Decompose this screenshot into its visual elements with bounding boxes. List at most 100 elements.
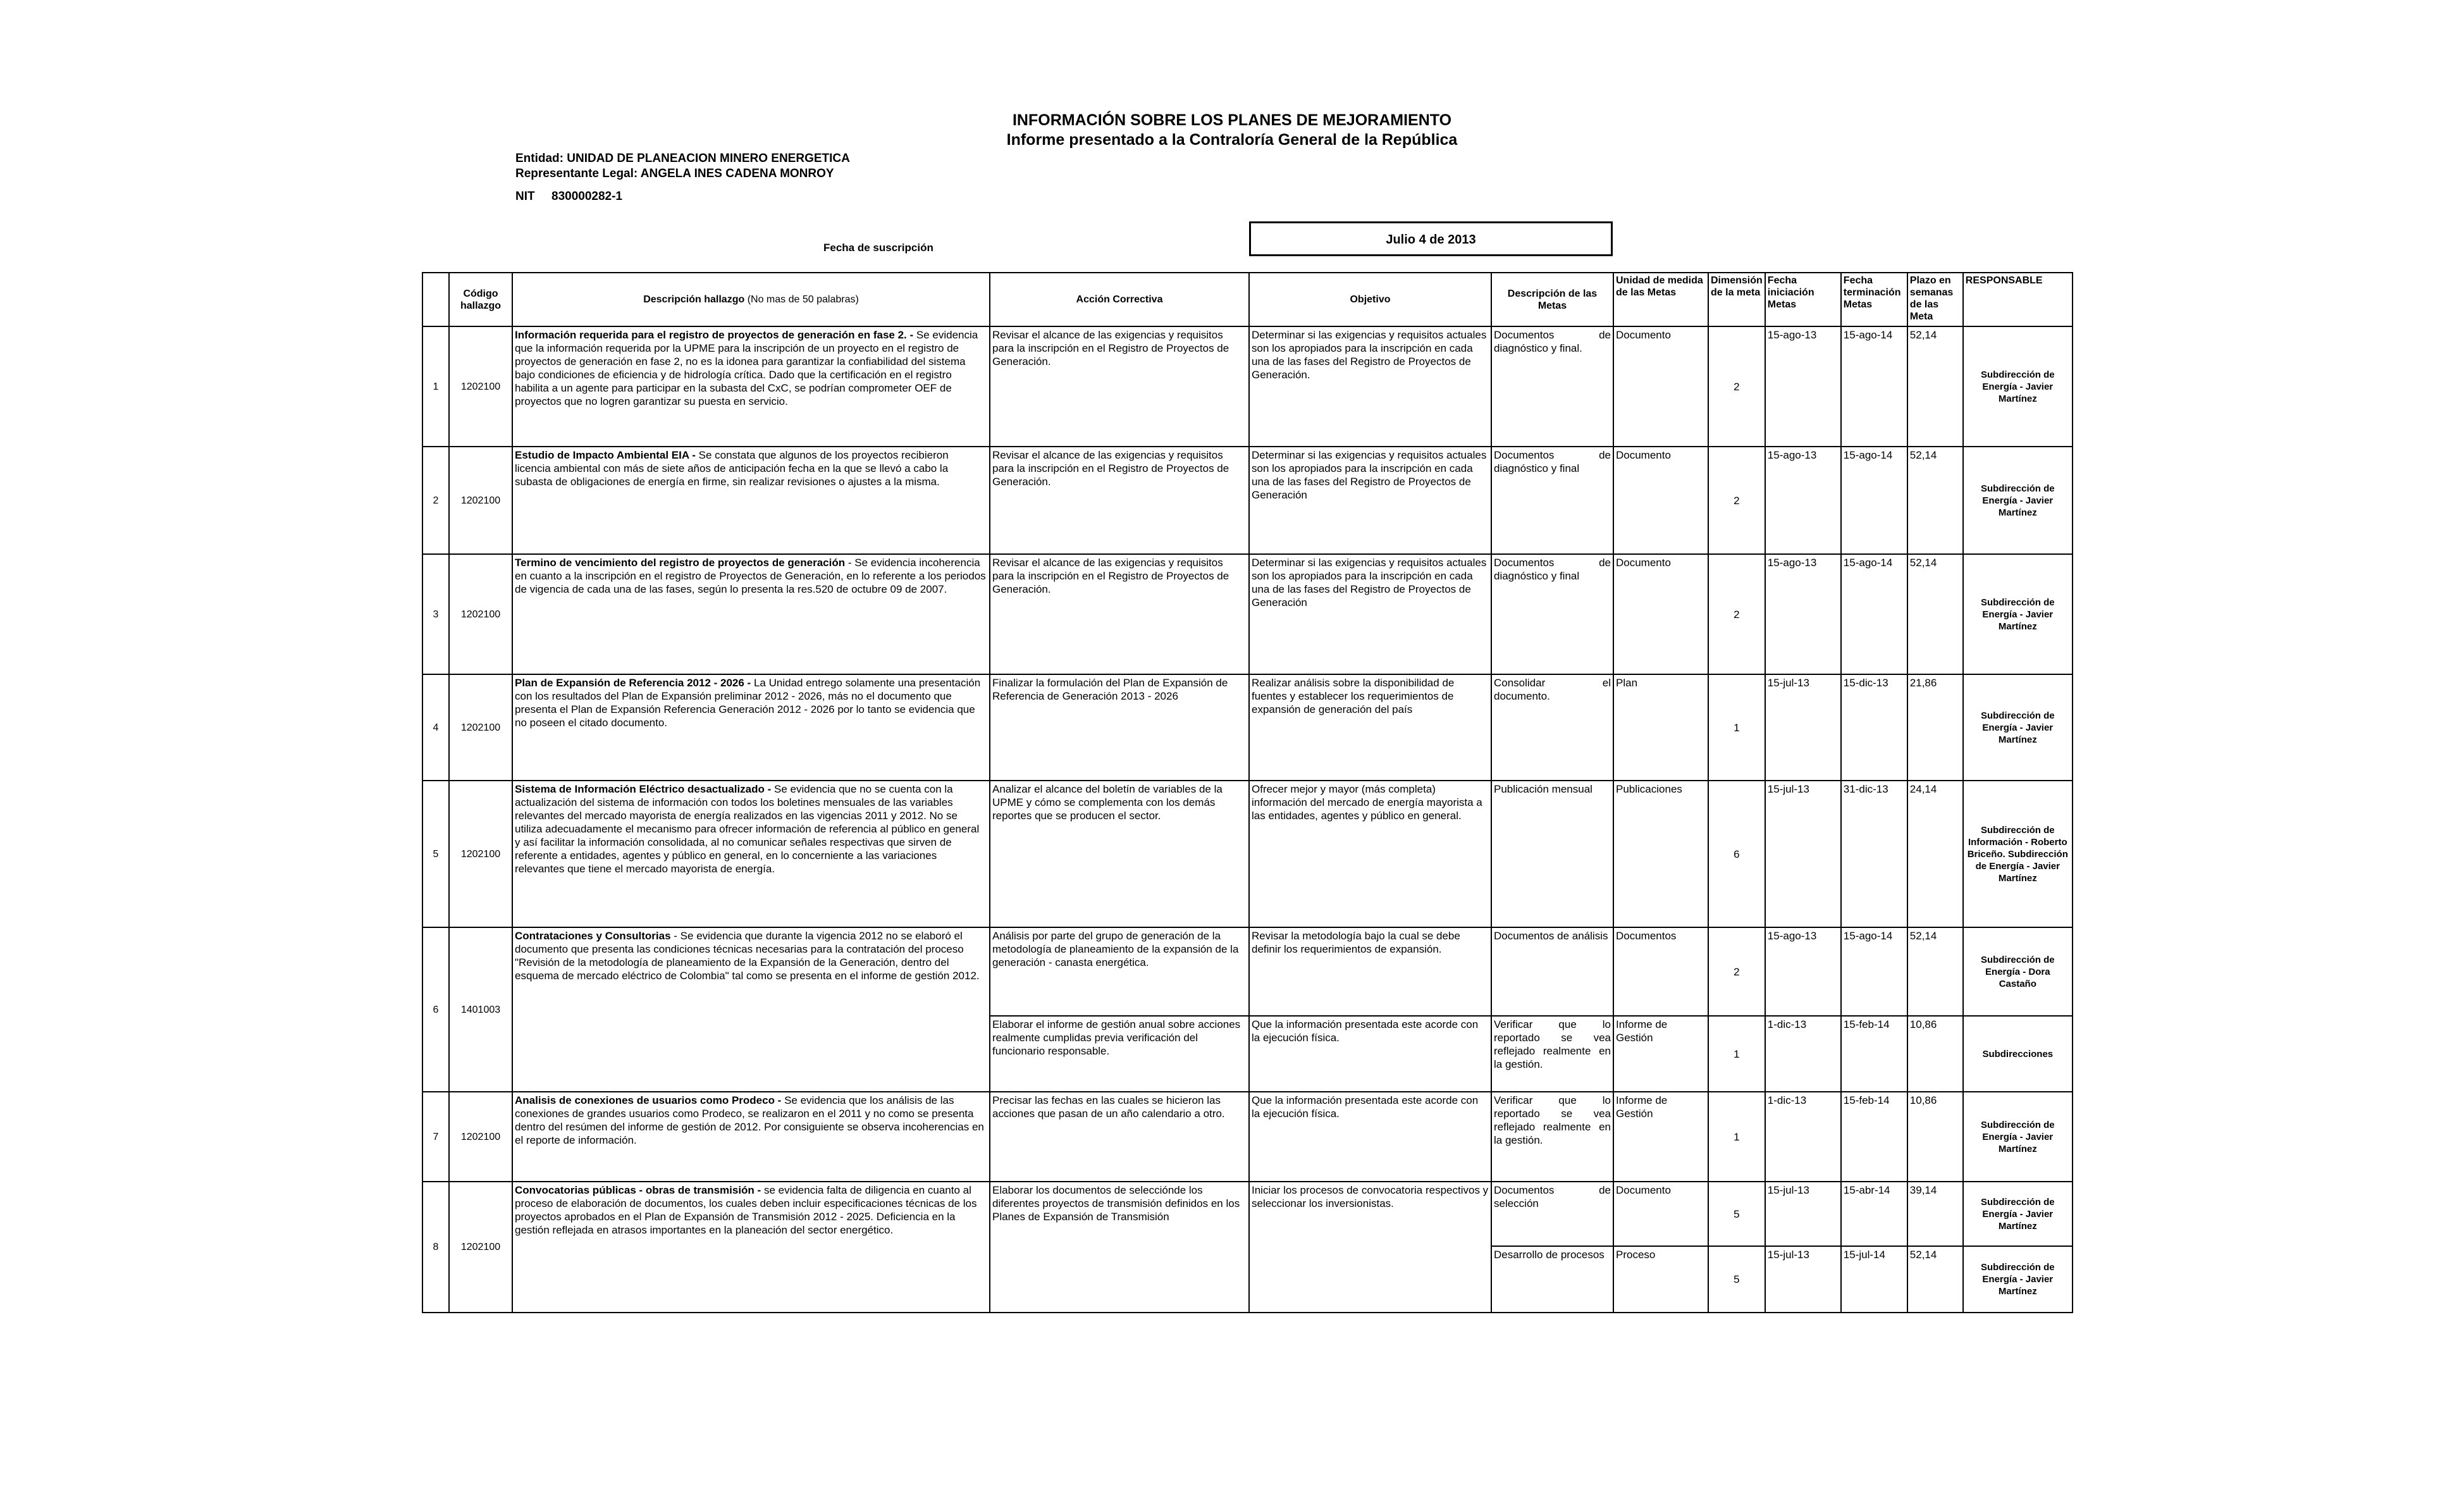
objective: Que la información presentada este acord… <box>1248 1091 1492 1182</box>
finding-title: Sistema de Información Eléctrico desactu… <box>515 783 772 795</box>
goal-dimension: 1 <box>1708 1091 1766 1182</box>
header-row: Código hallazgo Descripción hallazgo (No … <box>422 272 2073 327</box>
goal-dimension: 2 <box>1708 446 1766 555</box>
responsible: Subdirección de Energía - Javier Martíne… <box>1962 553 2073 675</box>
finding-text: - Se evidencia incoherencia en cuanto a … <box>515 557 986 595</box>
objective: Revisar la metodología bajo la cual se d… <box>1248 927 1492 1017</box>
goal-unit: Documento <box>1613 1181 1709 1247</box>
entity: Entidad: UNIDAD DE PLANEACION MINERO ENE… <box>515 152 850 165</box>
start-date: 15-jul-13 <box>1764 674 1842 781</box>
goal-dimension: 1 <box>1708 674 1766 781</box>
start-date: 15-ago-13 <box>1764 927 1842 1017</box>
goal-unit: Documento <box>1613 446 1709 555</box>
table-row: 7 1202100 Analisis de conexiones de usuari… <box>422 1091 2073 1182</box>
table-row: 1 1202100 Información requerida para el re… <box>422 326 2073 447</box>
start-date: 1-dic-13 <box>1764 1091 1842 1182</box>
goal-unit: Informe de Gestión <box>1613 1015 1709 1092</box>
end-date: 15-jul-14 <box>1840 1246 1908 1313</box>
goal-unit: Proceso <box>1613 1246 1709 1313</box>
header-cell: Acción Correctiva <box>989 272 1250 327</box>
row-number: 7 <box>422 1091 450 1182</box>
finding-text: Se evidencia que los análisis de las con… <box>515 1094 984 1146</box>
goal-description: Verificar que lo reportado se vea reflej… <box>1491 1015 1614 1092</box>
goal-dimension: 5 <box>1708 1246 1766 1313</box>
corrective-action: Revisar el alcance de las exigencias y r… <box>989 326 1250 447</box>
header-text: Descripción hallazgo <box>643 294 745 305</box>
end-date: 15-ago-14 <box>1840 446 1908 555</box>
document-subtitle: Informe presentado a la Contraloría Gene… <box>1006 131 1458 149</box>
representative: Representante Legal: ANGELA INES CADENA … <box>515 167 834 180</box>
finding-title: Contrataciones y Consultorias <box>515 930 671 942</box>
responsible: Subdirección de Energía - Javier Martíne… <box>1962 1181 2073 1247</box>
end-date: 15-feb-14 <box>1840 1015 1908 1092</box>
end-date: 15-feb-14 <box>1840 1091 1908 1182</box>
goal-description: Verificar que lo reportado se vea reflej… <box>1491 1091 1614 1182</box>
objective: Determinar si las exigencias y requisito… <box>1248 326 1492 447</box>
corrective-action: Finalizar la formulación del Plan de Exp… <box>989 674 1250 781</box>
date: Julio 4 de 2013 <box>1386 233 1476 247</box>
table-row: 6 1401003 Contrataciones y Consultorias - … <box>422 927 2073 1092</box>
weeks: 24,14 <box>1906 780 1964 928</box>
header-cell: Código hallazgo <box>448 272 513 327</box>
start-date: 15-ago-13 <box>1764 553 1842 675</box>
corrective-action: Precisar las fechas en las cuales se hic… <box>989 1091 1250 1182</box>
goal-unit: Documentos <box>1613 927 1709 1017</box>
weeks: 21,86 <box>1906 674 1964 781</box>
finding-code: 1202100 <box>448 1091 513 1182</box>
finding-description: Estudio de Impacto Ambiental EIA - Se co… <box>512 446 990 555</box>
goal-description: Consolidar el documento. <box>1491 674 1614 781</box>
table-row: 5 1202100 Sistema de Información Eléctrico… <box>422 780 2073 928</box>
corrective-action: Análisis por parte del grupo de generaci… <box>989 927 1250 1017</box>
objective: Iniciar los procesos de convocatoria res… <box>1248 1181 1492 1313</box>
header-cell: Objetivo <box>1248 272 1492 327</box>
table-row: Elaborar el informe de gestión anual sob… <box>422 1015 2073 1092</box>
weeks: 10,86 <box>1906 1015 1964 1092</box>
objective: Determinar si las exigencias y requisito… <box>1248 446 1492 555</box>
finding-text: - Se evidencia que durante la vigencia 2… <box>515 930 980 982</box>
end-date: 15-dic-13 <box>1840 674 1908 781</box>
goal-dimension: 5 <box>1708 1181 1766 1247</box>
header-text: (No mas de 50 palabras) <box>747 294 859 305</box>
row-number: 5 <box>422 780 450 928</box>
weeks: 52,14 <box>1906 326 1964 447</box>
finding-title: Estudio de Impacto Ambiental EIA - <box>515 449 696 461</box>
improvement-table: Código hallazgo Descripción hallazgo (No … <box>422 272 2073 1313</box>
responsible: Subdirección de Energía - Javier Martíne… <box>1962 1091 2073 1182</box>
start-date: 15-jul-13 <box>1764 1246 1842 1313</box>
header-cell: Dimensión de la meta <box>1708 272 1766 327</box>
corrective-action: Analizar el alcance del boletín de varia… <box>989 780 1250 928</box>
date-box: Julio 4 de 2013 <box>1249 221 1613 256</box>
table-row: 8 1202100 Convocatorias públicas - obras d… <box>422 1181 2073 1313</box>
corrective-action: Elaborar el informe de gestión anual sob… <box>989 1015 1250 1092</box>
finding-text: se evidencia falta de diligencia en cuan… <box>515 1184 977 1236</box>
weeks: 39,14 <box>1906 1181 1964 1247</box>
goal-description: Publicación mensual <box>1491 780 1614 928</box>
objective: Realizar análisis sobre la disponibilida… <box>1248 674 1492 781</box>
start-date: 15-jul-13 <box>1764 780 1842 928</box>
finding-code: 1401003 <box>448 927 513 1092</box>
weeks: 52,14 <box>1906 553 1964 675</box>
finding-description: Plan de Expansión de Referencia 2012 - 2… <box>512 674 990 781</box>
responsible: Subdirección de Energía - Javier Martíne… <box>1962 326 2073 447</box>
finding-title: Termino de vencimiento del registro de p… <box>515 557 846 569</box>
finding-description: Analisis de conexiones de usuarios como … <box>512 1091 990 1182</box>
header-cell: Descripción de las Metas <box>1491 272 1614 327</box>
finding-text: La Unidad entrego solamente una presenta… <box>515 677 981 729</box>
table-row: Desarrollo de procesos Proceso 5 15-jul-13 1… <box>422 1246 2073 1313</box>
finding-title: Convocatorias públicas - obras de transm… <box>515 1184 761 1196</box>
objective: Que la información presentada este acord… <box>1248 1015 1492 1092</box>
corrective-action: Revisar el alcance de las exigencias y r… <box>989 446 1250 555</box>
goal-description: Desarrollo de procesos <box>1491 1246 1614 1313</box>
finding-code: 1202100 <box>448 326 513 447</box>
end-date: 31-dic-13 <box>1840 780 1908 928</box>
start-date: 15-ago-13 <box>1764 326 1842 447</box>
header-cell <box>422 272 450 327</box>
weeks: 10,86 <box>1906 1091 1964 1182</box>
responsible: Subdirección de Energía - Javier Martíne… <box>1962 446 2073 555</box>
goal-dimension: 2 <box>1708 553 1766 675</box>
responsible: Subdirección de Energía - Dora Castaño <box>1962 927 2073 1017</box>
goal-dimension: 2 <box>1708 927 1766 1017</box>
corrective-action: Elaborar los documentos de selecciónde l… <box>989 1181 1250 1313</box>
